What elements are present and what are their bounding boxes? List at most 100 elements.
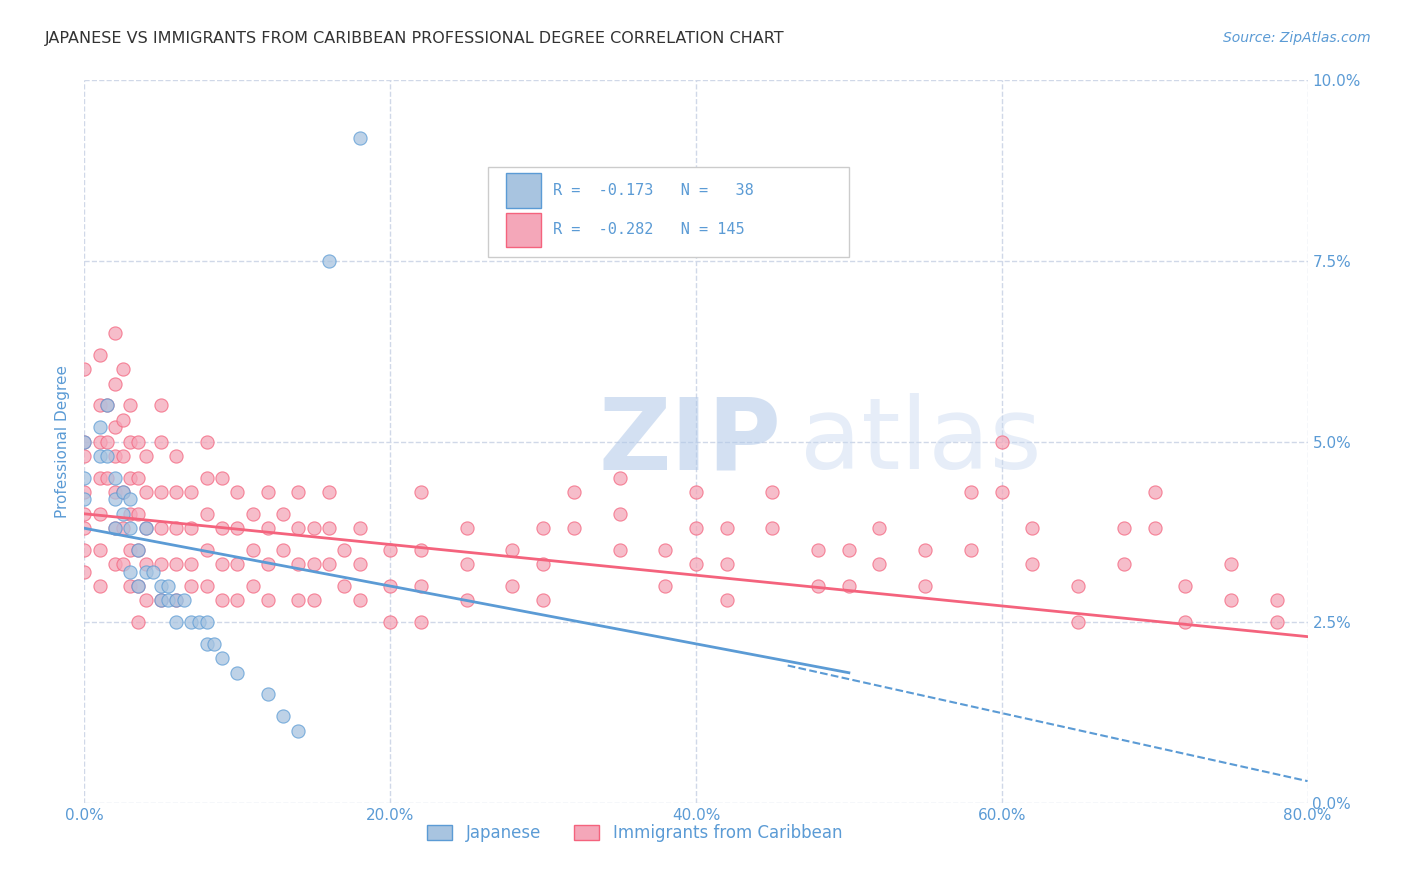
Point bbox=[96, 434, 118, 449]
Point bbox=[761, 485, 783, 500]
FancyBboxPatch shape bbox=[506, 212, 541, 247]
Point bbox=[271, 507, 294, 521]
Point bbox=[73, 507, 96, 521]
Point bbox=[180, 558, 202, 572]
Point bbox=[202, 637, 225, 651]
Text: atlas: atlas bbox=[800, 393, 1042, 490]
Point bbox=[149, 485, 172, 500]
Point bbox=[1114, 558, 1136, 572]
Point bbox=[120, 565, 142, 579]
Point bbox=[73, 362, 96, 376]
Point bbox=[195, 615, 218, 630]
Point bbox=[111, 507, 134, 521]
Point bbox=[149, 398, 172, 412]
Point bbox=[96, 398, 118, 412]
Point bbox=[120, 521, 142, 535]
Point bbox=[211, 651, 233, 665]
Point bbox=[531, 521, 554, 535]
Point bbox=[302, 593, 325, 607]
Point bbox=[104, 326, 127, 340]
Point bbox=[1114, 521, 1136, 535]
Point bbox=[188, 615, 211, 630]
Point bbox=[333, 542, 356, 557]
Point bbox=[838, 579, 860, 593]
Point bbox=[135, 521, 157, 535]
Point bbox=[654, 579, 676, 593]
Point bbox=[838, 542, 860, 557]
Point bbox=[287, 521, 309, 535]
Point bbox=[211, 471, 233, 485]
Point bbox=[135, 485, 157, 500]
Point bbox=[380, 615, 402, 630]
Point bbox=[96, 398, 118, 412]
Point bbox=[195, 507, 218, 521]
Point bbox=[318, 558, 340, 572]
Point bbox=[165, 449, 187, 463]
Point bbox=[242, 579, 264, 593]
Point bbox=[257, 593, 280, 607]
Point bbox=[149, 579, 172, 593]
Point bbox=[165, 615, 187, 630]
Text: R =  -0.282   N = 145: R = -0.282 N = 145 bbox=[553, 222, 745, 237]
Point bbox=[73, 521, 96, 535]
FancyBboxPatch shape bbox=[488, 167, 849, 257]
Point bbox=[609, 542, 631, 557]
Point bbox=[960, 485, 983, 500]
Point bbox=[195, 542, 218, 557]
Point bbox=[869, 521, 891, 535]
Point bbox=[104, 376, 127, 391]
Point bbox=[127, 471, 149, 485]
Point bbox=[1220, 593, 1243, 607]
Point bbox=[104, 558, 127, 572]
Point bbox=[226, 485, 249, 500]
Point bbox=[180, 521, 202, 535]
Point bbox=[73, 434, 96, 449]
Point bbox=[271, 542, 294, 557]
Point bbox=[380, 542, 402, 557]
Point bbox=[195, 471, 218, 485]
Point bbox=[111, 485, 134, 500]
Point bbox=[157, 593, 180, 607]
Point bbox=[111, 362, 134, 376]
Point bbox=[89, 471, 111, 485]
Point bbox=[180, 579, 202, 593]
Point bbox=[165, 593, 187, 607]
Point bbox=[409, 579, 432, 593]
Point bbox=[111, 413, 134, 427]
Point bbox=[914, 542, 936, 557]
Point bbox=[318, 521, 340, 535]
Point bbox=[1143, 485, 1166, 500]
Point bbox=[89, 420, 111, 434]
Point bbox=[73, 485, 96, 500]
Point bbox=[456, 521, 478, 535]
Point bbox=[226, 665, 249, 680]
Point bbox=[111, 449, 134, 463]
Point bbox=[1067, 579, 1090, 593]
Point bbox=[149, 521, 172, 535]
Point bbox=[89, 579, 111, 593]
Point bbox=[242, 507, 264, 521]
Point bbox=[1174, 615, 1197, 630]
Point bbox=[562, 521, 585, 535]
Point bbox=[1174, 579, 1197, 593]
Point bbox=[120, 507, 142, 521]
Point bbox=[135, 565, 157, 579]
Point bbox=[127, 542, 149, 557]
Point bbox=[127, 507, 149, 521]
Legend: Japanese, Immigrants from Caribbean: Japanese, Immigrants from Caribbean bbox=[420, 817, 849, 848]
Point bbox=[104, 521, 127, 535]
Point bbox=[149, 593, 172, 607]
Point bbox=[127, 579, 149, 593]
Point bbox=[180, 615, 202, 630]
Point bbox=[1265, 615, 1288, 630]
Text: ZIP: ZIP bbox=[598, 393, 780, 490]
Point bbox=[409, 542, 432, 557]
Point bbox=[257, 485, 280, 500]
Point bbox=[287, 558, 309, 572]
Point bbox=[1021, 521, 1043, 535]
Point bbox=[104, 449, 127, 463]
Point bbox=[104, 521, 127, 535]
Point bbox=[157, 579, 180, 593]
Point bbox=[654, 542, 676, 557]
Point bbox=[257, 558, 280, 572]
